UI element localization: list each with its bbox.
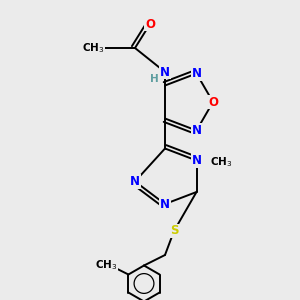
Text: N: N — [191, 154, 202, 167]
Text: CH$_3$: CH$_3$ — [95, 259, 117, 272]
Text: O: O — [208, 95, 218, 109]
Text: N: N — [191, 124, 202, 137]
Text: CH$_3$: CH$_3$ — [210, 155, 233, 169]
Text: N: N — [191, 67, 202, 80]
Text: N: N — [130, 175, 140, 188]
Text: CH$_3$: CH$_3$ — [82, 41, 104, 55]
Text: H: H — [150, 74, 159, 84]
Text: N: N — [160, 197, 170, 211]
Text: S: S — [170, 224, 178, 238]
Text: O: O — [145, 17, 155, 31]
Text: N: N — [160, 65, 170, 79]
